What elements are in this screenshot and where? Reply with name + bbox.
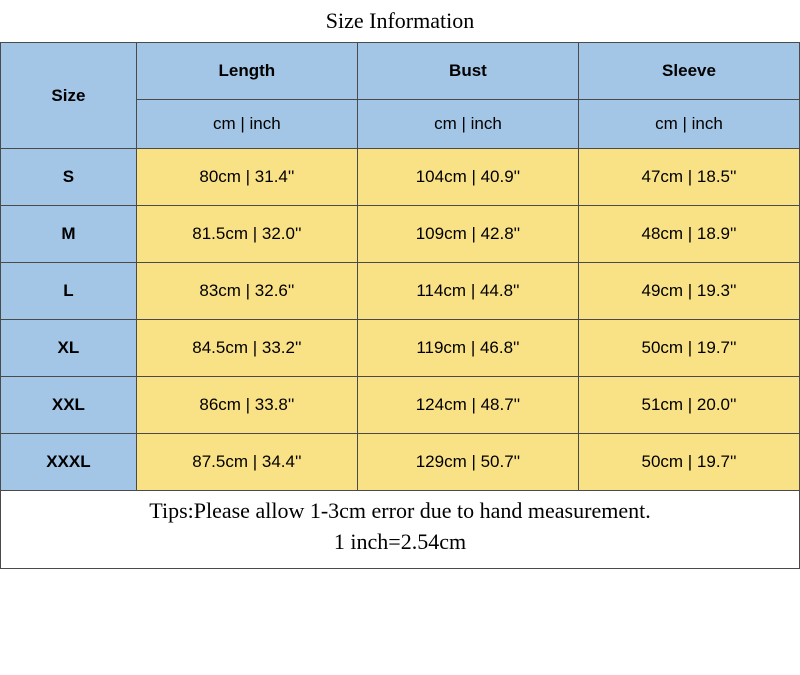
header-row-1: Size Length Bust Sleeve — [1, 43, 800, 100]
tips-section: Tips:Please allow 1-3cm error due to han… — [0, 491, 800, 569]
length-cell: 81.5cm | 32.0'' — [136, 206, 357, 263]
bust-cell: 129cm | 50.7'' — [357, 434, 578, 491]
bust-cell: 124cm | 48.7'' — [357, 377, 578, 434]
table-row: S 80cm | 31.4'' 104cm | 40.9'' 47cm | 18… — [1, 149, 800, 206]
length-cell: 80cm | 31.4'' — [136, 149, 357, 206]
table-row: M 81.5cm | 32.0'' 109cm | 42.8'' 48cm | … — [1, 206, 800, 263]
title-bar: Size Information — [0, 0, 800, 42]
length-cell: 84.5cm | 33.2'' — [136, 320, 357, 377]
length-unit-header: cm | inch — [136, 100, 357, 149]
sleeve-cell: 48cm | 18.9'' — [578, 206, 799, 263]
table-row: XL 84.5cm | 33.2'' 119cm | 46.8'' 50cm |… — [1, 320, 800, 377]
table-body: S 80cm | 31.4'' 104cm | 40.9'' 47cm | 18… — [1, 149, 800, 491]
length-cell: 86cm | 33.8'' — [136, 377, 357, 434]
size-cell: S — [1, 149, 137, 206]
size-header: Size — [1, 43, 137, 149]
sleeve-unit-header: cm | inch — [578, 100, 799, 149]
size-cell: XXXL — [1, 434, 137, 491]
length-header: Length — [136, 43, 357, 100]
table-row: XXXL 87.5cm | 34.4'' 129cm | 50.7'' 50cm… — [1, 434, 800, 491]
size-chart-container: Size Information Size Length Bust Sleeve… — [0, 0, 800, 569]
size-cell: XXL — [1, 377, 137, 434]
size-table: Size Length Bust Sleeve cm | inch cm | i… — [0, 42, 800, 491]
sleeve-cell: 50cm | 19.7'' — [578, 434, 799, 491]
table-row: L 83cm | 32.6'' 114cm | 44.8'' 49cm | 19… — [1, 263, 800, 320]
sleeve-cell: 49cm | 19.3'' — [578, 263, 799, 320]
bust-header: Bust — [357, 43, 578, 100]
bust-cell: 119cm | 46.8'' — [357, 320, 578, 377]
bust-cell: 109cm | 42.8'' — [357, 206, 578, 263]
tips-line-2: 1 inch=2.54cm — [1, 527, 799, 558]
bust-unit-header: cm | inch — [357, 100, 578, 149]
tips-line-1: Tips:Please allow 1-3cm error due to han… — [1, 496, 799, 527]
length-cell: 83cm | 32.6'' — [136, 263, 357, 320]
length-cell: 87.5cm | 34.4'' — [136, 434, 357, 491]
size-cell: XL — [1, 320, 137, 377]
sleeve-cell: 47cm | 18.5'' — [578, 149, 799, 206]
size-cell: M — [1, 206, 137, 263]
sleeve-cell: 51cm | 20.0'' — [578, 377, 799, 434]
bust-cell: 104cm | 40.9'' — [357, 149, 578, 206]
sleeve-header: Sleeve — [578, 43, 799, 100]
sleeve-cell: 50cm | 19.7'' — [578, 320, 799, 377]
table-row: XXL 86cm | 33.8'' 124cm | 48.7'' 51cm | … — [1, 377, 800, 434]
bust-cell: 114cm | 44.8'' — [357, 263, 578, 320]
size-cell: L — [1, 263, 137, 320]
